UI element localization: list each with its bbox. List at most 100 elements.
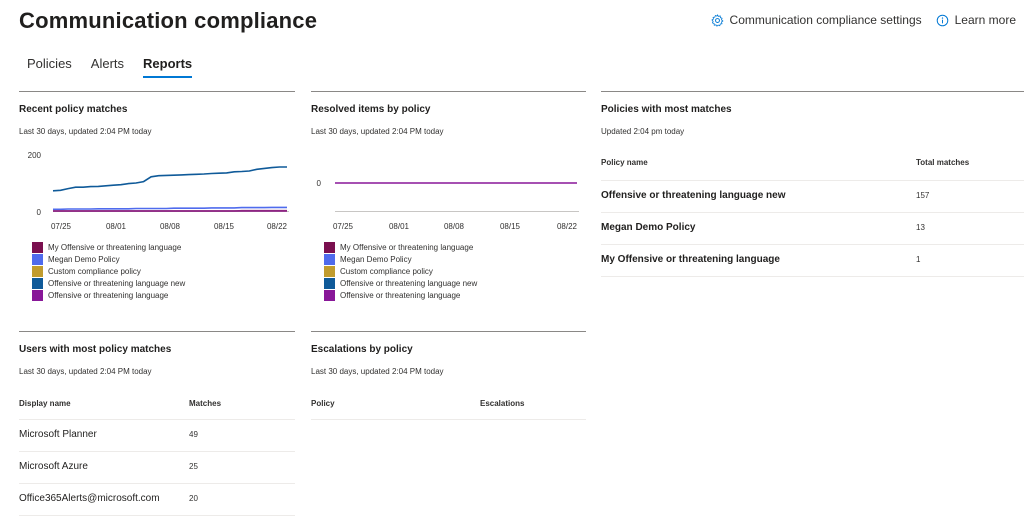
- card-subtitle: Last 30 days, updated 2:04 PM today: [311, 127, 444, 136]
- legend-swatch: [324, 253, 335, 265]
- chart-legend: My Offensive or threatening language Mega…: [32, 241, 185, 302]
- x-tick-label: 08/01: [106, 222, 127, 231]
- x-tick-label: 08/22: [557, 222, 578, 231]
- legend-label: Custom compliance policy: [48, 266, 141, 276]
- x-tick-label: 08/01: [389, 222, 410, 231]
- legend-label: My Offensive or threatening language: [340, 242, 474, 252]
- policy-name-cell: My Offensive or threatening language: [601, 254, 780, 265]
- column-header-display-name[interactable]: Display name: [19, 399, 71, 408]
- legend-swatch: [324, 241, 335, 253]
- series-line[interactable]: [52, 166, 287, 192]
- escalations-card: Escalations by policy Last 30 days, upda…: [311, 331, 586, 431]
- y-tick-label: 0: [317, 179, 322, 188]
- resolved-items-card: Resolved items by policy Last 30 days, u…: [311, 91, 586, 316]
- column-header-total-matches[interactable]: Total matches: [916, 158, 970, 167]
- legend-swatch: [32, 241, 43, 253]
- display-name-cell: Microsoft Planner: [19, 429, 97, 440]
- legend-label: Megan Demo Policy: [48, 254, 120, 264]
- y-tick-label: 200: [28, 151, 42, 160]
- chart-legend: My Offensive or threatening language Mega…: [324, 241, 477, 302]
- recent-matches-chart: 200 0 07/25 08/01 08/08 08/15 08/22: [28, 151, 289, 231]
- card-title: Policies with most matches: [601, 104, 732, 115]
- x-tick-label: 08/15: [500, 222, 521, 231]
- legend-swatch: [32, 278, 43, 290]
- header-links: Communication compliance settings Learn …: [710, 13, 1016, 27]
- x-tick-label: 08/08: [444, 222, 465, 231]
- legend-item[interactable]: Custom compliance policy: [324, 265, 477, 277]
- card-title: Users with most policy matches: [19, 344, 172, 355]
- legend-label: Offensive or threatening language new: [48, 279, 186, 289]
- x-tick-label: 07/25: [333, 222, 354, 231]
- policy-name-cell: Megan Demo Policy: [601, 222, 696, 233]
- policies-most-matches-card: Policies with most matches Updated 2:04 …: [601, 91, 1024, 281]
- card-title: Escalations by policy: [311, 344, 413, 355]
- tab-bar: Policies Alerts Reports: [27, 56, 211, 78]
- legend-item[interactable]: Megan Demo Policy: [32, 253, 185, 265]
- y-tick-label: 0: [37, 208, 42, 217]
- legend-swatch: [32, 253, 43, 265]
- legend-item[interactable]: My Offensive or threatening language: [324, 241, 477, 253]
- legend-item[interactable]: Custom compliance policy: [32, 265, 185, 277]
- gear-icon: [710, 13, 724, 27]
- header-divider: [601, 180, 1024, 181]
- users-most-matches-card: Users with most policy matches Last 30 d…: [19, 331, 295, 521]
- legend-label: Megan Demo Policy: [340, 254, 412, 264]
- learn-more-link[interactable]: Learn more: [936, 13, 1016, 27]
- card-subtitle: Updated 2:04 pm today: [601, 127, 685, 136]
- series-line[interactable]: [53, 206, 287, 211]
- tab-alerts[interactable]: Alerts: [90, 56, 125, 71]
- total-matches-cell: 13: [916, 223, 925, 232]
- legend-label: Offensive or threatening language: [340, 291, 461, 301]
- display-name-cell: Microsoft Azure: [19, 461, 88, 472]
- settings-link-label: Communication compliance settings: [729, 13, 922, 27]
- table-row[interactable]: My Offensive or threatening language 1: [601, 245, 1024, 277]
- legend-swatch: [324, 265, 335, 277]
- column-header-escalations[interactable]: Escalations: [480, 399, 525, 408]
- legend-item[interactable]: Offensive or threatening language: [32, 290, 185, 302]
- table-row[interactable]: Microsoft Planner 49: [19, 420, 295, 452]
- matches-cell: 25: [189, 462, 198, 471]
- legend-label: Custom compliance policy: [340, 266, 433, 276]
- x-tick-label: 08/15: [214, 222, 235, 231]
- settings-link[interactable]: Communication compliance settings: [710, 13, 922, 27]
- legend-label: My Offensive or threatening language: [48, 242, 182, 252]
- card-subtitle: Last 30 days, updated 2:04 PM today: [311, 367, 444, 376]
- legend-item[interactable]: Megan Demo Policy: [324, 253, 477, 265]
- legend-swatch: [32, 290, 43, 302]
- matches-cell: 49: [189, 430, 198, 439]
- legend-label: Offensive or threatening language: [48, 291, 169, 301]
- legend-item[interactable]: Offensive or threatening language: [324, 290, 477, 302]
- header-divider: [19, 419, 295, 420]
- column-header-policy-name[interactable]: Policy name: [601, 158, 648, 167]
- legend-item[interactable]: Offensive or threatening language new: [32, 278, 185, 290]
- x-tick-label: 08/08: [160, 222, 181, 231]
- x-tick-label: 07/25: [51, 222, 72, 231]
- card-title: Recent policy matches: [19, 104, 128, 115]
- card-title: Resolved items by policy: [311, 104, 431, 115]
- legend-item[interactable]: Offensive or threatening language new: [324, 278, 477, 290]
- page-title: Communication compliance: [19, 8, 318, 33]
- card-subtitle: Last 30 days, updated 2:04 PM today: [19, 367, 152, 376]
- legend-swatch: [324, 290, 335, 302]
- table-row[interactable]: Microsoft Azure 25: [19, 452, 295, 484]
- table-row[interactable]: Offensive or threatening language new 15…: [601, 181, 1024, 213]
- table-row[interactable]: Office365Alerts@microsoft.com 20: [19, 484, 295, 516]
- tab-reports[interactable]: Reports: [143, 56, 193, 78]
- header-divider: [311, 419, 586, 420]
- info-icon: [936, 14, 948, 26]
- legend-item[interactable]: My Offensive or threatening language: [32, 241, 185, 253]
- tab-policies[interactable]: Policies: [27, 56, 72, 71]
- resolved-items-chart: 0 07/25 08/01 08/08 08/15 08/22: [317, 179, 579, 231]
- total-matches-cell: 1: [916, 255, 921, 264]
- policy-name-cell: Offensive or threatening language new: [601, 190, 786, 201]
- column-header-matches[interactable]: Matches: [189, 399, 222, 408]
- column-header-policy[interactable]: Policy: [311, 399, 335, 408]
- card-subtitle: Last 30 days, updated 2:04 PM today: [19, 127, 152, 136]
- matches-cell: 20: [189, 494, 198, 503]
- total-matches-cell: 157: [916, 191, 930, 200]
- legend-swatch: [32, 265, 43, 277]
- recent-policy-matches-card: Recent policy matches Last 30 days, upda…: [19, 91, 295, 316]
- learn-more-label: Learn more: [954, 13, 1016, 27]
- table-row[interactable]: Megan Demo Policy 13: [601, 213, 1024, 245]
- legend-swatch: [324, 278, 335, 290]
